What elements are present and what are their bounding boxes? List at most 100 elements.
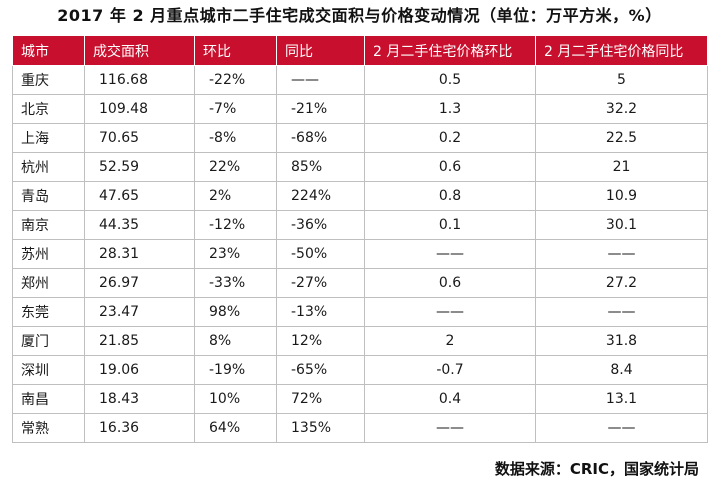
- cell-price-yoy: 10.9: [535, 181, 708, 211]
- page-title: 2017 年 2 月重点城市二手住宅成交面积与价格变动情况（单位：万平方米，%）: [57, 6, 662, 25]
- cell-price-yoy: 30.1: [535, 210, 708, 240]
- cell-city: 郑州: [12, 268, 85, 298]
- cell-price-mom: 0.5: [364, 65, 536, 95]
- cell-price-yoy: 13.1: [535, 384, 708, 414]
- cell-area-yoy: 224%: [276, 181, 365, 211]
- header-area-mom: 环比: [194, 35, 277, 66]
- table-row: 苏州 28.31 23% -50% —— ——: [12, 239, 708, 269]
- header-price-yoy: 2 月二手住宅价格同比: [535, 35, 708, 66]
- cell-area-yoy: -13%: [276, 297, 365, 327]
- cell-area-yoy: -50%: [276, 239, 365, 269]
- cell-city: 南昌: [12, 384, 85, 414]
- cell-price-yoy: 8.4: [535, 355, 708, 385]
- cell-price-yoy: ——: [535, 413, 708, 443]
- cell-area: 116.68: [84, 65, 195, 95]
- cell-area-mom: -8%: [194, 123, 277, 153]
- cell-price-mom: 0.6: [364, 152, 536, 182]
- cell-city: 青岛: [12, 181, 85, 211]
- cell-area-mom: -12%: [194, 210, 277, 240]
- header-area: 成交面积: [84, 35, 195, 66]
- cell-area: 109.48: [84, 94, 195, 124]
- cell-price-yoy: ——: [535, 297, 708, 327]
- table-body: 重庆 116.68 -22% —— 0.5 5 北京 109.48 -7% -21% 1.3 32.2…: [12, 65, 708, 443]
- data-table: 城市 成交面积 环比 同比 2 月二手住宅价格环比 2 月二手住宅价格同比 重庆…: [12, 35, 708, 443]
- source-note: 数据来源：CRIC，国家统计局: [494, 460, 699, 478]
- cell-price-yoy: 5: [535, 65, 708, 95]
- cell-area-mom: 64%: [194, 413, 277, 443]
- cell-price-yoy: 32.2: [535, 94, 708, 124]
- cell-price-mom: 2: [364, 326, 536, 356]
- cell-city: 苏州: [12, 239, 85, 269]
- cell-area-yoy: 72%: [276, 384, 365, 414]
- cell-city: 杭州: [12, 152, 85, 182]
- cell-price-mom: 0.2: [364, 123, 536, 153]
- table-header-row: 城市 成交面积 环比 同比 2 月二手住宅价格环比 2 月二手住宅价格同比: [12, 35, 708, 66]
- cell-area-yoy: -65%: [276, 355, 365, 385]
- cell-price-yoy: ——: [535, 239, 708, 269]
- cell-price-yoy: 21: [535, 152, 708, 182]
- header-price-mom: 2 月二手住宅价格环比: [364, 35, 536, 66]
- cell-area-yoy: -27%: [276, 268, 365, 298]
- cell-city: 深圳: [12, 355, 85, 385]
- cell-area: 44.35: [84, 210, 195, 240]
- table-row: 郑州 26.97 -33% -27% 0.6 27.2: [12, 268, 708, 298]
- header-city: 城市: [12, 35, 85, 66]
- cell-price-mom: ——: [364, 239, 536, 269]
- cell-city: 重庆: [12, 65, 85, 95]
- cell-price-mom: 0.1: [364, 210, 536, 240]
- cell-area-yoy: -21%: [276, 94, 365, 124]
- header-area-yoy: 同比: [276, 35, 365, 66]
- cell-price-yoy: 22.5: [535, 123, 708, 153]
- cell-area: 26.97: [84, 268, 195, 298]
- cell-area-yoy: ——: [276, 65, 365, 95]
- cell-area: 47.65: [84, 181, 195, 211]
- cell-area-yoy: -36%: [276, 210, 365, 240]
- table-row: 重庆 116.68 -22% —— 0.5 5: [12, 65, 708, 95]
- cell-area: 18.43: [84, 384, 195, 414]
- cell-price-mom: 0.4: [364, 384, 536, 414]
- cell-area-mom: -22%: [194, 65, 277, 95]
- table-row: 青岛 47.65 2% 224% 0.8 10.9: [12, 181, 708, 211]
- cell-area: 16.36: [84, 413, 195, 443]
- table-row: 深圳 19.06 -19% -65% -0.7 8.4: [12, 355, 708, 385]
- cell-area: 28.31: [84, 239, 195, 269]
- cell-city: 东莞: [12, 297, 85, 327]
- cell-area-mom: 8%: [194, 326, 277, 356]
- cell-city: 北京: [12, 94, 85, 124]
- cell-area-mom: -7%: [194, 94, 277, 124]
- cell-city: 上海: [12, 123, 85, 153]
- cell-price-yoy: 31.8: [535, 326, 708, 356]
- cell-price-mom: 0.8: [364, 181, 536, 211]
- cell-area-mom: 22%: [194, 152, 277, 182]
- cell-area-mom: 2%: [194, 181, 277, 211]
- cell-area-mom: 98%: [194, 297, 277, 327]
- cell-city: 南京: [12, 210, 85, 240]
- cell-area-mom: 10%: [194, 384, 277, 414]
- cell-price-mom: 1.3: [364, 94, 536, 124]
- cell-area: 70.65: [84, 123, 195, 153]
- table-row: 厦门 21.85 8% 12% 2 31.8: [12, 326, 708, 356]
- cell-price-mom: -0.7: [364, 355, 536, 385]
- cell-area-mom: -19%: [194, 355, 277, 385]
- cell-price-yoy: 27.2: [535, 268, 708, 298]
- cell-price-mom: 0.6: [364, 268, 536, 298]
- cell-area-yoy: 12%: [276, 326, 365, 356]
- cell-price-mom: ——: [364, 413, 536, 443]
- cell-area-mom: 23%: [194, 239, 277, 269]
- cell-price-mom: ——: [364, 297, 536, 327]
- table-row: 南京 44.35 -12% -36% 0.1 30.1: [12, 210, 708, 240]
- cell-area-mom: -33%: [194, 268, 277, 298]
- table-row: 杭州 52.59 22% 85% 0.6 21: [12, 152, 708, 182]
- cell-area: 21.85: [84, 326, 195, 356]
- cell-area-yoy: 135%: [276, 413, 365, 443]
- cell-area: 23.47: [84, 297, 195, 327]
- cell-area-yoy: -68%: [276, 123, 365, 153]
- table-row: 南昌 18.43 10% 72% 0.4 13.1: [12, 384, 708, 414]
- cell-area-yoy: 85%: [276, 152, 365, 182]
- table-row: 北京 109.48 -7% -21% 1.3 32.2: [12, 94, 708, 124]
- table-row: 常熟 16.36 64% 135% —— ——: [12, 413, 708, 443]
- cell-city: 常熟: [12, 413, 85, 443]
- cell-area: 19.06: [84, 355, 195, 385]
- table-row: 上海 70.65 -8% -68% 0.2 22.5: [12, 123, 708, 153]
- cell-area: 52.59: [84, 152, 195, 182]
